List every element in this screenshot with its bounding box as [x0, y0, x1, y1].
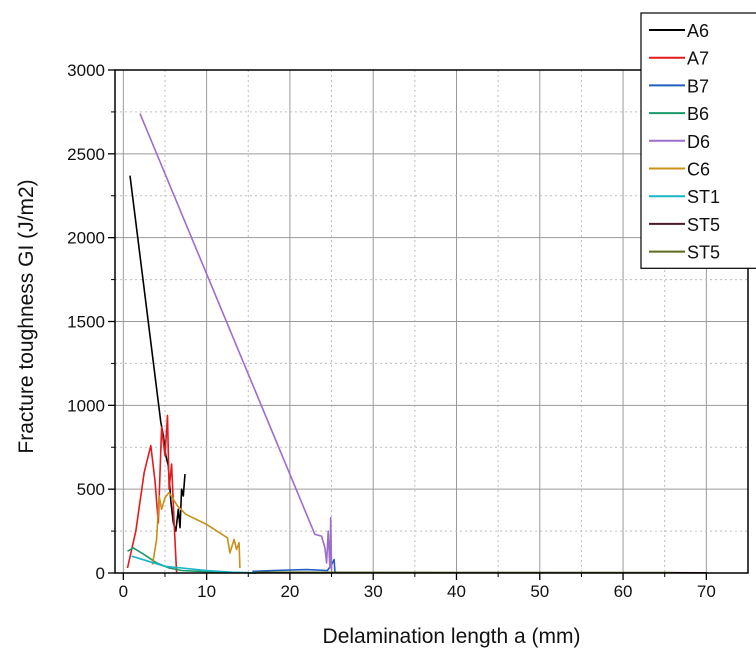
legend-label: B6 [687, 104, 709, 124]
legend-label: D6 [687, 132, 710, 152]
x-tick-label: 10 [197, 582, 216, 601]
legend: A6 A7 B7 B6 D6 C6 ST1 ST5 ST5 [640, 12, 756, 269]
series-line-c6-5 [151, 491, 241, 569]
x-tick-label: 0 [119, 582, 128, 601]
legend-label: ST5 [687, 243, 720, 263]
y-tick-label: 3000 [67, 61, 105, 80]
y-tick-label: 1500 [67, 313, 105, 332]
series-line-a6-0 [129, 175, 186, 532]
series-line-b7-2 [252, 558, 338, 574]
series-line-a7-1 [126, 414, 178, 574]
y-tick-label: 1000 [67, 396, 105, 415]
y-axis-label: Fracture toughness GI (J/m2) [15, 179, 38, 453]
x-tick-label: 30 [364, 582, 383, 601]
x-tick-label: 40 [447, 582, 466, 601]
x-tick-label: 60 [614, 582, 633, 601]
x-tick-label: 20 [280, 582, 299, 601]
x-tick-label: 50 [530, 582, 549, 601]
y-tick-label: 2000 [67, 229, 105, 248]
series-lines [126, 113, 707, 574]
axes: 0 10 20 30 40 50 60 70 0 500 1000 1500 2000 2500 3000 [67, 61, 716, 601]
legend-label: B7 [687, 76, 709, 96]
legend-label: A6 [687, 21, 709, 41]
legend-label: ST5 [687, 215, 720, 235]
y-tick-label: 500 [77, 480, 105, 499]
legend-label: A7 [687, 49, 709, 69]
y-tick-label: 0 [96, 564, 105, 583]
series-line-d6-4 [139, 113, 333, 572]
x-tick-label: 70 [697, 582, 716, 601]
y-tick-label: 2500 [67, 145, 105, 164]
x-axis-label: Delamination length a (mm) [323, 625, 581, 648]
series-line-b6-3 [127, 547, 257, 574]
legend-label: ST1 [687, 187, 720, 207]
legend-label: C6 [687, 160, 710, 180]
